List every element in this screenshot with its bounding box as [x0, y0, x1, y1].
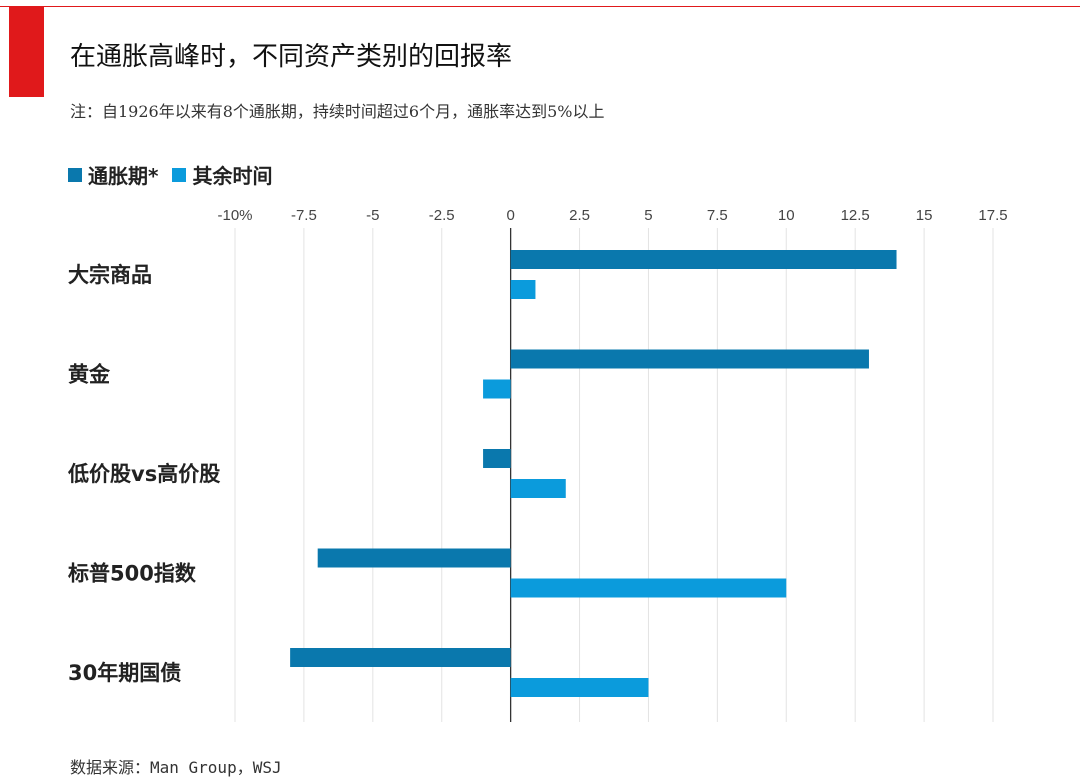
category-label: 标普500指数: [68, 562, 197, 586]
bar-rest: [510, 479, 566, 498]
bar-rest: [483, 379, 511, 399]
source-note: 数据来源：Man Group，WSJ: [70, 758, 282, 777]
title-accent-block: [9, 7, 44, 97]
x-tick-label: 10: [778, 207, 795, 224]
category-label: 低价股vs高价股: [67, 462, 220, 486]
top-rule: [0, 6, 1080, 7]
bar-inflation: [510, 349, 869, 369]
x-tick-label: 0: [506, 207, 514, 224]
category-label: 黄金: [68, 363, 111, 387]
legend-swatch-inflation: [68, 167, 82, 182]
bar-inflation: [290, 648, 511, 667]
chart-note: 注：自1926年以来有8个通胀期，持续时间超过6个月，通胀率达到5%以上: [70, 102, 605, 121]
bar-rest: [510, 578, 787, 598]
bar-inflation: [510, 250, 897, 269]
chart-title: 在通胀高峰时，不同资产类别的回报率: [70, 42, 513, 72]
bar-inflation: [317, 548, 511, 568]
legend-item-rest: 其余时间: [172, 160, 272, 189]
x-tick-label: 17.5: [978, 207, 1007, 224]
bar-inflation: [483, 449, 511, 468]
x-tick-label: 5: [644, 207, 652, 224]
x-tick-label: -2.5: [429, 207, 455, 224]
x-tick-label: 12.5: [841, 207, 870, 224]
x-tick-label: -10%: [217, 207, 252, 224]
legend-label-rest: 其余时间: [192, 164, 273, 188]
x-tick-label: 15: [916, 207, 933, 224]
legend-swatch-rest: [172, 167, 187, 182]
x-tick-label: 7.5: [707, 207, 728, 224]
legend-item-inflation: 通胀期*: [68, 160, 158, 189]
legend-label-inflation: 通胀期*: [88, 164, 159, 188]
category-label: 30年期国债: [68, 661, 181, 685]
category-label: 大宗商品: [68, 263, 152, 287]
bar-rest: [510, 678, 649, 697]
x-tick-label: 2.5: [569, 207, 590, 224]
x-tick-label: -7.5: [291, 207, 317, 224]
legend: 通胀期* 其余时间: [68, 160, 286, 189]
bar-rest: [510, 280, 536, 299]
x-tick-label: -5: [366, 207, 379, 224]
